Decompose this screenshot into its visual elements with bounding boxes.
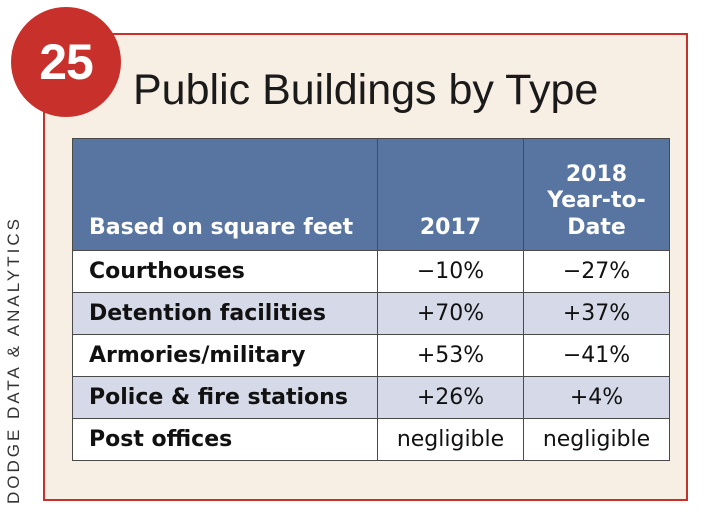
cell-2018-ytd: +37% (523, 292, 670, 335)
row-label: Detention facilities (72, 292, 378, 335)
column-header-2018-ytd: 2018 Year-to- Date (523, 138, 670, 251)
cell-2017: −10% (377, 250, 524, 293)
row-label: Courthouses (72, 250, 378, 293)
row-label: Police & fire stations (72, 376, 378, 419)
chart-number-badge: 25 (11, 7, 121, 117)
cell-2018-ytd: +4% (523, 376, 670, 419)
data-table: Based on square feet 2017 2018 Year-to- Da… (72, 138, 670, 461)
row-label: Post offices (72, 418, 378, 461)
table-row: Armories/military +53% −41% (72, 334, 670, 377)
cell-2018-ytd: −41% (523, 334, 670, 377)
table-row: Detention facilities +70% +37% (72, 292, 670, 335)
source-label: DODGE DATA & ANALYTICS (4, 216, 23, 504)
cell-2017: +26% (377, 376, 524, 419)
chart-title: Public Buildings by Type (133, 66, 599, 114)
table-row: Police & fire stations +26% +4% (72, 376, 670, 419)
cell-2017: negligible (377, 418, 524, 461)
cell-2018-ytd: negligible (523, 418, 670, 461)
row-label: Armories/military (72, 334, 378, 377)
header-row: Based on square feet 2017 2018 Year-to- Da… (72, 138, 670, 251)
column-header-type: Based on square feet (72, 138, 378, 251)
table-row: Courthouses −10% −27% (72, 250, 670, 293)
cell-2017: +53% (377, 334, 524, 377)
cell-2017: +70% (377, 292, 524, 335)
column-header-2017: 2017 (377, 138, 524, 251)
cell-2018-ytd: −27% (523, 250, 670, 293)
badge-number: 25 (39, 34, 94, 90)
table-row: Post offices negligible negligible (72, 418, 670, 461)
